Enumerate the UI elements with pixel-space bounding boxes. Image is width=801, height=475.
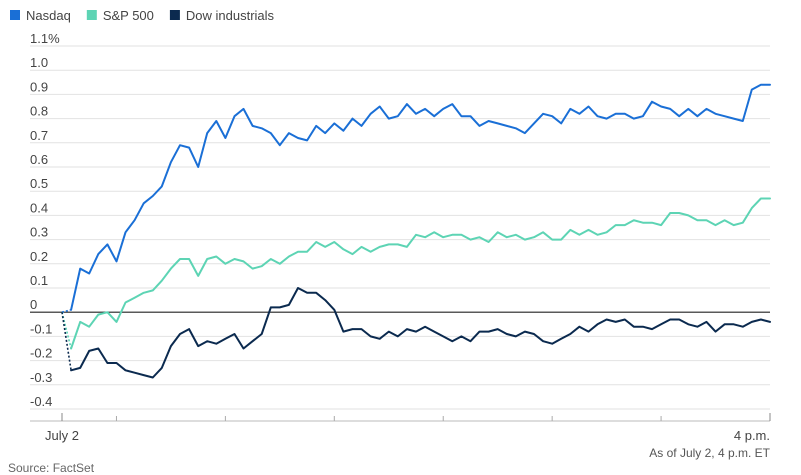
y-tick-label: 0.6 [30,152,48,167]
gridlines [30,45,770,410]
y-tick-label: 0.9 [30,79,48,94]
legend: Nasdaq S&P 500 Dow industrials [10,8,275,23]
legend-swatch [10,10,20,20]
y-tick-label: 0 [30,297,37,312]
y-tick-label: -0.2 [30,346,52,361]
y-tick-label: 0.1 [30,273,48,288]
source-note: Source: FactSet [8,461,95,475]
x-tick-label: July 2 [45,428,79,443]
legend-label: Nasdaq [26,8,71,23]
y-tick-label: 0.3 [30,225,48,240]
x-tick-label: 4 p.m. [734,428,770,443]
x-axis: July 2 4 p.m. [30,413,771,443]
legend-swatch [86,10,97,20]
y-tick-label: 1.0 [30,55,48,70]
series-line-nasdaq-open [61,309,72,313]
legend-label: Dow industrials [186,8,275,23]
series-line-s-p-500 [70,197,771,350]
y-tick-label: 0.7 [30,128,48,143]
series-line-dow-industrials-open [61,312,72,371]
y-tick-label: -0.3 [30,370,52,385]
y-tick-label: -0.1 [30,321,52,336]
y-tick-label: 0.8 [30,104,48,119]
y-axis-labels: -0.4 -0.3 -0.2 -0.1 0 0.1 0.2 0.3 0.4 0.5 0.6 0.7 0.… [30,31,60,409]
y-tick-label: -0.4 [30,394,52,409]
y-tick-label: 0.5 [30,176,48,191]
series-line-dow-industrials [70,287,771,379]
y-tick-label: 1.1% [30,31,60,46]
series-lines [61,83,771,379]
series-line-nasdaq [70,83,771,311]
y-tick-label: 0.4 [30,200,48,215]
legend-swatch [169,10,180,20]
legend-label: S&P 500 [103,8,154,23]
y-tick-label: 0.2 [30,249,48,264]
timestamp-note: As of July 2, 4 p.m. ET [649,446,770,460]
